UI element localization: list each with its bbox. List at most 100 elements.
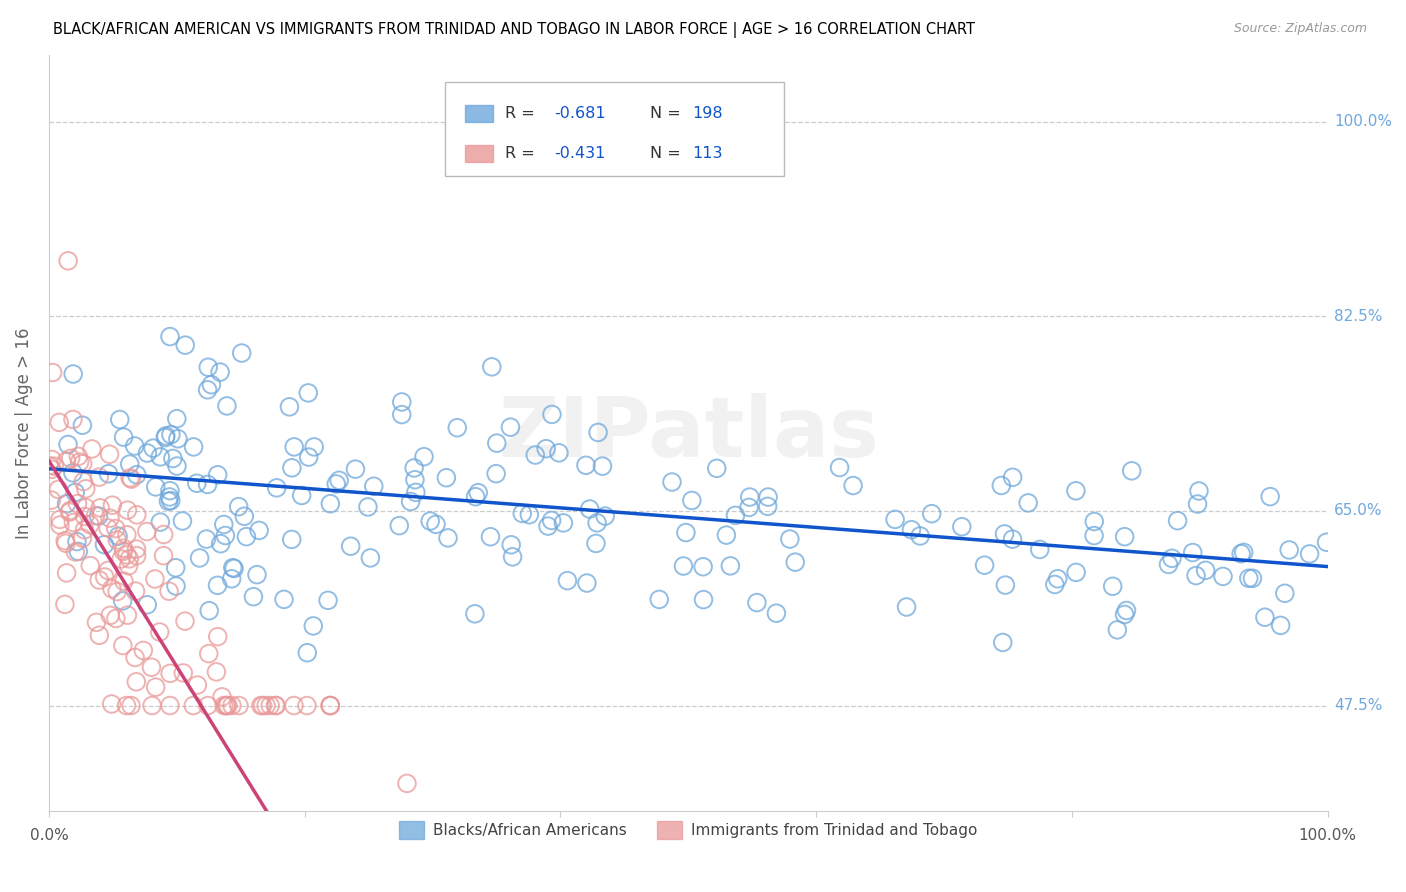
Point xyxy=(49,512,72,526)
Point xyxy=(464,490,486,504)
Point xyxy=(399,494,422,508)
Point xyxy=(41,462,63,476)
Point xyxy=(319,698,342,713)
Point xyxy=(149,625,172,640)
FancyBboxPatch shape xyxy=(464,145,492,161)
Point xyxy=(221,698,243,713)
Point xyxy=(1212,569,1234,583)
Text: 198: 198 xyxy=(692,106,723,120)
Point xyxy=(72,475,94,489)
Point xyxy=(785,555,807,569)
Point xyxy=(89,628,111,642)
Point xyxy=(499,420,522,434)
Point xyxy=(434,471,457,485)
Point xyxy=(266,481,288,495)
Text: 113: 113 xyxy=(692,145,723,161)
Point xyxy=(575,458,598,473)
Point xyxy=(1278,543,1301,558)
Point xyxy=(540,513,562,527)
Point xyxy=(479,530,502,544)
Text: 100.0%: 100.0% xyxy=(1334,114,1392,129)
Point xyxy=(141,698,163,713)
Point xyxy=(1270,618,1292,632)
Point xyxy=(89,573,111,587)
Point xyxy=(112,574,135,589)
Point xyxy=(541,408,564,422)
Point xyxy=(124,650,146,665)
Point xyxy=(160,427,183,442)
Point xyxy=(141,660,163,674)
Point xyxy=(143,572,166,586)
Point xyxy=(63,485,86,500)
Point xyxy=(1233,545,1256,559)
Point xyxy=(79,558,101,573)
Point xyxy=(117,608,139,623)
Point xyxy=(98,511,121,525)
Point xyxy=(391,408,413,422)
Point xyxy=(591,459,613,474)
Point xyxy=(53,598,76,612)
Point xyxy=(125,508,148,522)
Point xyxy=(172,665,194,680)
Text: R =: R = xyxy=(505,145,540,161)
Point xyxy=(104,611,127,625)
Point xyxy=(67,450,90,464)
Point xyxy=(280,533,302,547)
Point xyxy=(363,479,385,493)
Point xyxy=(72,531,94,545)
Point xyxy=(186,476,208,491)
Point xyxy=(155,429,177,443)
Point xyxy=(553,516,575,530)
Point xyxy=(391,395,413,409)
Point xyxy=(1029,542,1052,557)
Point xyxy=(86,615,108,630)
Point xyxy=(112,430,135,444)
Point xyxy=(1083,528,1105,542)
Point xyxy=(828,460,851,475)
FancyBboxPatch shape xyxy=(446,81,785,176)
Point xyxy=(278,400,301,414)
Point xyxy=(72,418,94,433)
Point xyxy=(62,367,84,381)
Point xyxy=(145,480,167,494)
Point xyxy=(55,536,77,550)
Point xyxy=(125,549,148,563)
Point xyxy=(207,630,229,644)
Point xyxy=(437,531,460,545)
Point xyxy=(108,412,131,426)
Point xyxy=(84,508,107,523)
Text: 47.5%: 47.5% xyxy=(1334,698,1382,713)
Point xyxy=(115,548,138,562)
Point xyxy=(124,439,146,453)
Point xyxy=(155,431,177,445)
Point xyxy=(247,524,270,538)
Point xyxy=(1258,490,1281,504)
Point xyxy=(159,329,181,343)
Point xyxy=(1157,558,1180,572)
Point xyxy=(97,467,120,481)
Point xyxy=(1064,483,1087,498)
Point xyxy=(174,614,197,628)
Point xyxy=(585,536,607,550)
Point xyxy=(325,477,347,491)
Point xyxy=(125,542,148,557)
Point xyxy=(1114,530,1136,544)
Point xyxy=(97,521,120,535)
Point xyxy=(884,512,907,526)
Point xyxy=(993,527,1015,541)
Point xyxy=(41,452,63,467)
Point xyxy=(1230,547,1253,561)
Point xyxy=(55,497,77,511)
Point xyxy=(908,529,931,543)
Point xyxy=(115,527,138,541)
Point xyxy=(136,598,159,612)
Point xyxy=(593,509,616,524)
Point xyxy=(75,482,97,496)
FancyBboxPatch shape xyxy=(464,105,492,121)
Point xyxy=(1046,572,1069,586)
Point xyxy=(162,451,184,466)
Point xyxy=(121,472,143,486)
Point xyxy=(183,440,205,454)
Point xyxy=(111,594,134,608)
Point xyxy=(756,490,779,504)
